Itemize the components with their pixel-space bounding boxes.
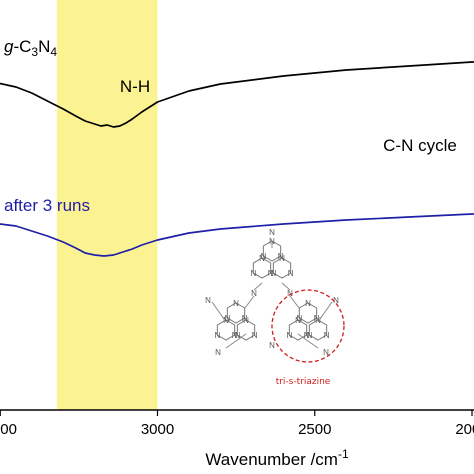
tri-s-triazine-label: tri-s-triazine xyxy=(276,377,331,387)
x-axis-title: Wavenumber /cm-1 xyxy=(205,447,349,469)
structure-atom-label: N xyxy=(279,254,285,263)
heptazine-unit-2-ring-b: NNN xyxy=(214,316,238,341)
bridging-n-atom: N xyxy=(287,289,293,298)
series-label-2: after 3 runs xyxy=(4,196,90,215)
x-axis: 4000350030002500200015001000Wavenumber /… xyxy=(0,409,474,469)
structure-atom-label: N xyxy=(270,269,276,278)
structure-bond xyxy=(253,282,263,291)
band-label-nh: N-H xyxy=(120,77,150,96)
structure-atom-label: N xyxy=(214,331,220,340)
structure-atom-label: N xyxy=(242,314,248,323)
structure-atom-label: N xyxy=(250,269,256,278)
structure-bond xyxy=(289,295,300,309)
structure-atom-label: N xyxy=(243,316,249,325)
heptazine-unit-3-ring-a: NNN xyxy=(296,299,320,324)
x-tick-label: 2500 xyxy=(298,421,331,438)
heptazine-unit-1-ring-b: NNN xyxy=(250,254,274,279)
highlight-bands xyxy=(56,0,158,410)
structure-atom-label: N xyxy=(232,331,238,340)
structure-bond xyxy=(225,333,247,349)
structure-atom-label: N xyxy=(234,331,240,340)
structure-bond xyxy=(317,301,333,323)
structure-bond xyxy=(244,295,255,309)
structure-atom-label: N xyxy=(233,299,239,308)
tri-s-triazine-circle xyxy=(271,289,345,363)
bridging-n-atom: N xyxy=(205,296,211,305)
structure-atom-label: N xyxy=(286,331,292,340)
structure-atom-label: N xyxy=(259,254,265,263)
structure-bond xyxy=(297,333,319,349)
band-label-cn-cycle: C-N cycle xyxy=(383,136,457,155)
heptazine-unit-3-ring-b: NNN xyxy=(286,316,310,341)
structure-atom-label: N xyxy=(224,314,230,323)
bridging-n-atom: N xyxy=(323,348,329,357)
structure-atom-label: N xyxy=(223,316,229,325)
highlight-band-1 xyxy=(56,0,158,410)
structure-atom-label: N xyxy=(304,331,310,340)
heptazine-unit-2-ring-a: NNN xyxy=(224,299,248,324)
structure-atom-label: N xyxy=(268,269,274,278)
x-tick-label: 3000 xyxy=(141,421,174,438)
bridging-n-atom: N xyxy=(333,296,339,305)
structure-atom-label: N xyxy=(314,314,320,323)
bridging-n-atom: N xyxy=(269,341,275,350)
series-line-1 xyxy=(0,61,474,128)
bridging-n-atom: N xyxy=(215,348,221,357)
structure-atom-label: N xyxy=(260,252,266,261)
heptazine-unit-3-ring-c: NNN xyxy=(306,316,330,341)
structure-atom-label: N xyxy=(324,331,330,340)
structure-atom-label: N xyxy=(296,314,302,323)
structure-atom-label: N xyxy=(295,316,301,325)
bridging-n-atom: N xyxy=(269,228,275,237)
structure-atom-label: N xyxy=(278,252,284,261)
structure-atom-label: N xyxy=(252,331,258,340)
x-tick-label: 2000 xyxy=(455,421,474,438)
heptazine-unit-2-ring-c: NNN xyxy=(234,316,258,341)
tri-s-triazine-structure: NNNNNNNNNNNNNNNNNNNNNNNNNNNNNNNNNNNtri-s… xyxy=(205,228,345,387)
bridging-n-atom: N xyxy=(251,289,257,298)
structure-atom-label: N xyxy=(305,299,311,308)
chart-labels: N-H C-N cycle xyxy=(120,77,457,155)
structure-bond xyxy=(281,282,291,291)
x-tick-label: 3500 xyxy=(0,421,17,438)
structure-atom-label: N xyxy=(306,331,312,340)
spectra-series: g-C3N4 after 3 runs xyxy=(0,37,474,257)
structure-atom-label: N xyxy=(288,269,294,278)
structure-atom-label: N xyxy=(315,316,321,325)
series-line-2 xyxy=(0,213,474,257)
heptazine-unit-1-ring-c: NNN xyxy=(270,254,294,279)
structure-bond xyxy=(211,301,227,323)
series-label-1: g-C3N4 xyxy=(4,37,57,59)
